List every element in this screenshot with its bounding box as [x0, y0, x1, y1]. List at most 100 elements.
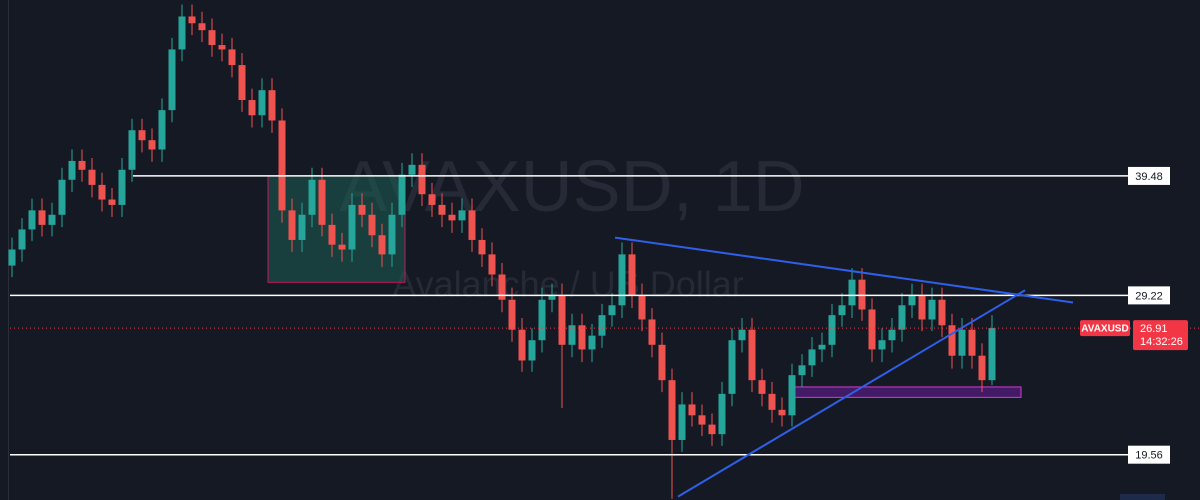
- candle-body: [648, 319, 656, 345]
- candle-body: [448, 214, 456, 221]
- candle-body: [228, 49, 236, 66]
- watermark-subtitle: Avalanche / US Dollar: [392, 264, 744, 305]
- last-price-label: 26.91: [1140, 323, 1168, 335]
- candle-body: [328, 224, 336, 245]
- level-label: 39.48: [1135, 171, 1163, 183]
- candle-body: [438, 204, 446, 215]
- candle-body: [258, 90, 266, 116]
- candle-body: [598, 315, 606, 336]
- candle-body: [38, 210, 46, 225]
- candle-body: [588, 335, 596, 350]
- candle-body: [98, 184, 106, 200]
- level-label-box: [1128, 286, 1170, 305]
- candle-body: [818, 344, 826, 350]
- candle-body: [828, 315, 836, 345]
- candle-body: [248, 100, 256, 116]
- last-price-box: [1133, 320, 1188, 351]
- candle-body: [68, 160, 76, 180]
- watermark-title: AVAXUSD, 1D: [339, 147, 804, 227]
- candle-body: [538, 299, 546, 341]
- candle-body: [48, 214, 56, 225]
- trendline: [677, 289, 1026, 498]
- candles: [8, 4, 996, 499]
- level-label: 19.56: [1135, 450, 1163, 462]
- candle-body: [88, 169, 96, 185]
- candle-body: [708, 424, 716, 435]
- trendline: [614, 236, 1074, 304]
- level-label: 29.22: [1135, 290, 1163, 302]
- candle-body: [918, 295, 926, 320]
- zone: [792, 386, 1022, 398]
- candle-body: [898, 305, 906, 330]
- candle-body: [658, 344, 666, 381]
- candle-body: [298, 214, 306, 240]
- symbol-label-box: [1080, 320, 1130, 337]
- candle-body: [948, 325, 956, 356]
- candle-body: [808, 349, 816, 366]
- candle-body: [978, 355, 986, 381]
- candle-body: [498, 274, 506, 300]
- candle-body: [928, 299, 936, 320]
- candle-body: [618, 254, 626, 306]
- candle-body: [218, 45, 226, 50]
- corner-button: [1120, 494, 1165, 500]
- candle-body: [128, 130, 136, 170]
- candle-body: [268, 90, 276, 121]
- candle-body: [868, 309, 876, 350]
- candle-body: [718, 393, 726, 435]
- candle-body: [858, 279, 866, 310]
- candle-body: [238, 65, 246, 101]
- candle-body: [638, 295, 646, 320]
- candle-body: [528, 340, 536, 361]
- candle-body: [798, 365, 806, 376]
- candle-body: [958, 329, 966, 356]
- candle-body: [508, 299, 516, 330]
- overlays: [10, 175, 1200, 498]
- candle-body: [788, 375, 796, 416]
- candle-body: [518, 329, 526, 361]
- candle-body: [138, 130, 146, 141]
- candle-body: [388, 214, 396, 255]
- candle-body: [608, 305, 616, 316]
- candle-body: [428, 194, 436, 205]
- candle-body: [288, 210, 296, 240]
- candle-body: [738, 329, 746, 341]
- candle-body: [478, 239, 486, 255]
- candle-body: [18, 229, 26, 250]
- level-label-box: [1128, 166, 1170, 185]
- candle-body: [848, 279, 856, 306]
- countdown-label: 14:32:26: [1140, 336, 1183, 348]
- candle-body: [398, 174, 406, 215]
- candle-body: [628, 254, 636, 296]
- candle-body: [668, 380, 676, 440]
- candle-body: [988, 328, 996, 381]
- candle-body: [108, 199, 116, 205]
- level-label-box: [1128, 445, 1170, 464]
- candle-body: [158, 110, 166, 150]
- candle-body: [348, 204, 356, 250]
- candle-body: [278, 120, 286, 211]
- candle-body: [358, 204, 366, 215]
- candle-body: [908, 295, 916, 306]
- candle-body: [378, 235, 386, 255]
- candle-body: [778, 409, 786, 416]
- candle-body: [458, 210, 466, 221]
- candle-body: [968, 329, 976, 356]
- candle-body: [368, 214, 376, 236]
- candle-body: [748, 329, 756, 381]
- candle-body: [678, 404, 686, 440]
- candle-body: [768, 393, 776, 410]
- candle-body: [318, 179, 326, 225]
- candle-body: [568, 325, 576, 345]
- candle-body: [548, 295, 556, 300]
- candle-body: [468, 210, 476, 240]
- candle-body: [728, 340, 736, 394]
- candle-body: [558, 295, 566, 345]
- candle-body: [938, 299, 946, 326]
- candle-body: [8, 249, 16, 266]
- candle-body: [118, 169, 126, 205]
- candle-body: [698, 415, 706, 425]
